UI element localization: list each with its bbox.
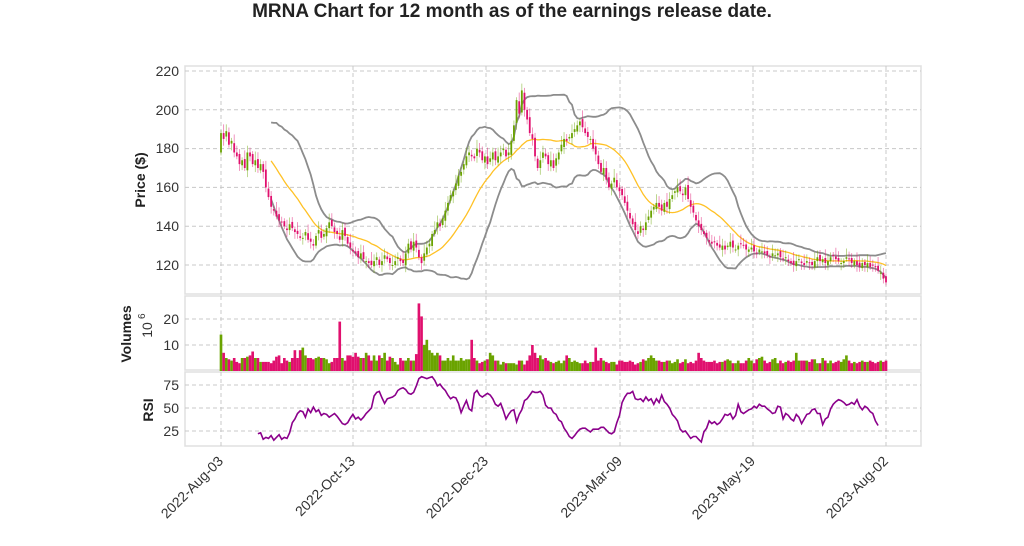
x-tick-2: 2022-Dec-23	[423, 453, 492, 522]
price-tick-200: 200	[156, 102, 180, 118]
rsi-y-label: RSI	[140, 398, 156, 421]
sma-line	[270, 138, 887, 267]
price-tick-180: 180	[156, 140, 180, 156]
price-tick-220: 220	[156, 63, 180, 79]
volume-tick-10: 10	[163, 337, 179, 353]
bollinger-lower-band	[270, 167, 887, 281]
volume-exponent-base: 10	[139, 322, 155, 338]
volume-exponent-power: 6	[137, 313, 148, 319]
volume-y-label: Volumes	[118, 305, 134, 363]
x-tick-5: 2023-Aug-02	[823, 453, 892, 522]
price-tick-160: 160	[156, 179, 180, 195]
rsi-y-ticks: 75 50 25	[163, 377, 179, 439]
price-panel	[220, 83, 887, 286]
rsi-tick-50: 50	[163, 400, 179, 416]
price-y-label: Price ($)	[132, 152, 148, 207]
x-tick-4: 2023-May-19	[688, 453, 758, 523]
x-tick-0: 2022-Aug-03	[158, 453, 227, 522]
price-tick-120: 120	[156, 257, 180, 273]
rsi-panel	[257, 375, 879, 444]
volume-exponent: 10 6	[137, 313, 155, 338]
x-tick-1: 2022-Oct-13	[292, 453, 358, 519]
panel-frames	[184, 65, 922, 447]
gridlines	[185, 66, 921, 446]
volume-tick-20: 20	[163, 311, 179, 327]
candlesticks	[220, 83, 887, 286]
x-ticks: 2022-Aug-03 2022-Oct-13 2022-Dec-23 2023…	[158, 453, 892, 523]
bollinger-upper-band	[270, 93, 887, 257]
price-y-ticks: 220 200 180 160 140 120	[156, 63, 180, 273]
x-tick-3: 2023-Mar-09	[557, 453, 625, 521]
volume-panel	[219, 303, 888, 371]
price-tick-140: 140	[156, 218, 180, 234]
chart-title: MRNA Chart for 12 month as of the earnin…	[252, 1, 772, 22]
volume-y-ticks: 20 10	[163, 311, 179, 353]
rsi-tick-25: 25	[163, 423, 179, 439]
rsi-tick-75: 75	[163, 377, 179, 393]
